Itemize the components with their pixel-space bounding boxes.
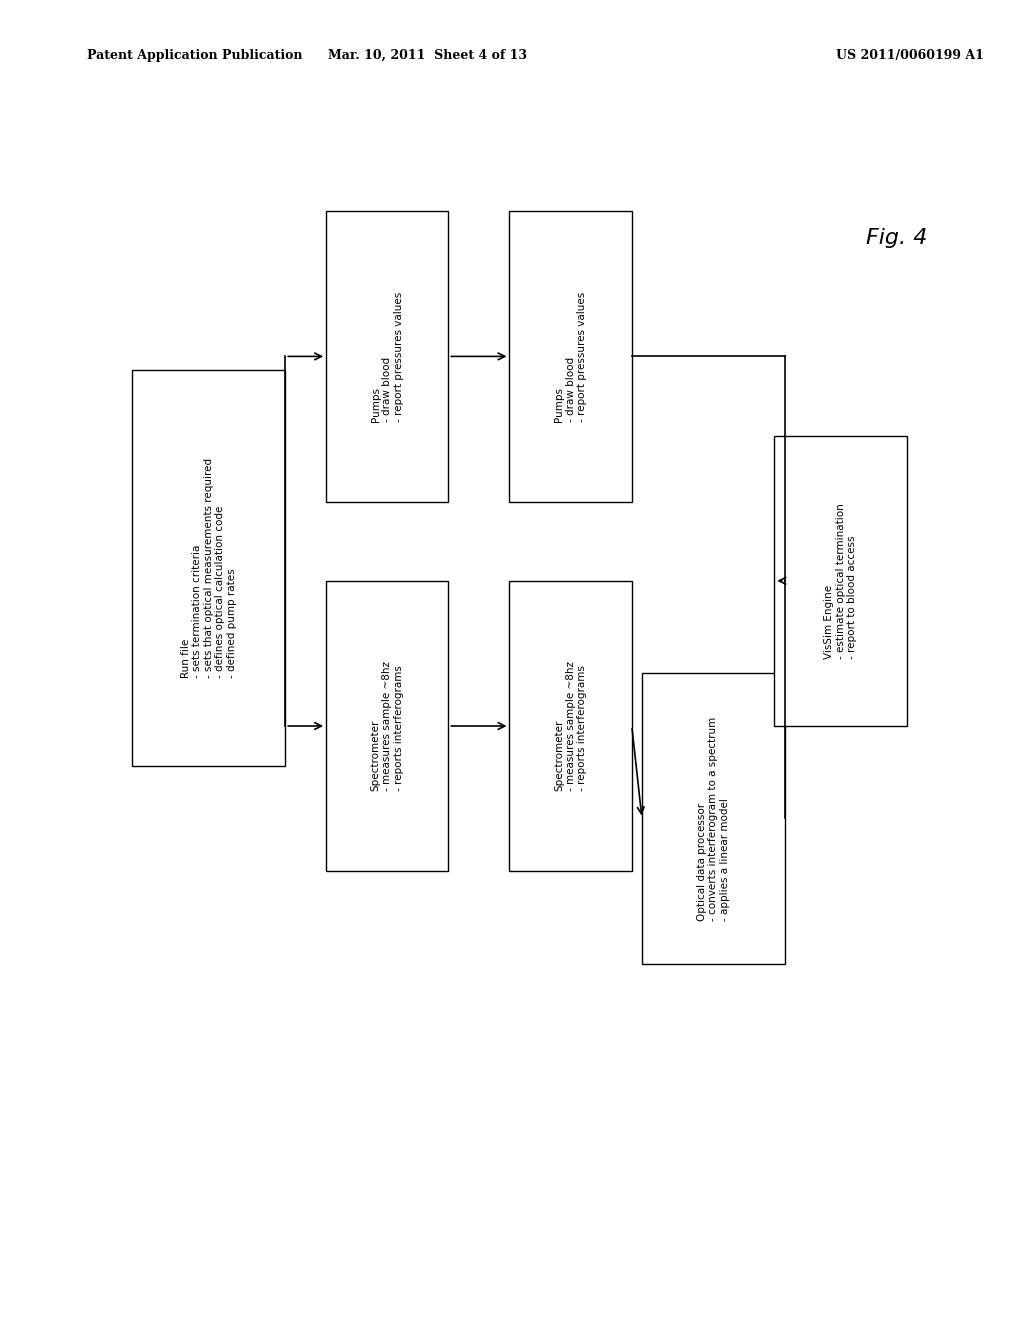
Text: Spectrometer
- measures sample ~8hz
- reports interferograms: Spectrometer - measures sample ~8hz - re… bbox=[371, 661, 403, 791]
FancyBboxPatch shape bbox=[132, 370, 286, 766]
Text: Patent Application Publication: Patent Application Publication bbox=[87, 49, 302, 62]
Text: Run file
- sets termination criteria
- sets that optical measurements required
-: Run file - sets termination criteria - s… bbox=[180, 458, 238, 677]
FancyBboxPatch shape bbox=[510, 581, 632, 871]
Text: Mar. 10, 2011  Sheet 4 of 13: Mar. 10, 2011 Sheet 4 of 13 bbox=[329, 49, 527, 62]
Text: Fig. 4: Fig. 4 bbox=[866, 227, 928, 248]
FancyBboxPatch shape bbox=[774, 436, 907, 726]
FancyBboxPatch shape bbox=[326, 211, 449, 502]
Text: US 2011/0060199 A1: US 2011/0060199 A1 bbox=[836, 49, 983, 62]
Text: Optical data processor
- converts interferogram to a spectrum
- applies a linear: Optical data processor - converts interf… bbox=[696, 717, 730, 920]
Text: Pumps
- draw blood
- report pressures values: Pumps - draw blood - report pressures va… bbox=[371, 292, 403, 421]
Text: VisSim Engine
- estimate optical termination
- report to blood access: VisSim Engine - estimate optical termina… bbox=[824, 503, 857, 659]
Text: Pumps
- draw blood
- report pressures values: Pumps - draw blood - report pressures va… bbox=[554, 292, 587, 421]
Text: Spectrometer
- measures sample ~8hz
- reports interferograms: Spectrometer - measures sample ~8hz - re… bbox=[554, 661, 587, 791]
FancyBboxPatch shape bbox=[642, 673, 784, 964]
FancyBboxPatch shape bbox=[326, 581, 449, 871]
FancyBboxPatch shape bbox=[510, 211, 632, 502]
